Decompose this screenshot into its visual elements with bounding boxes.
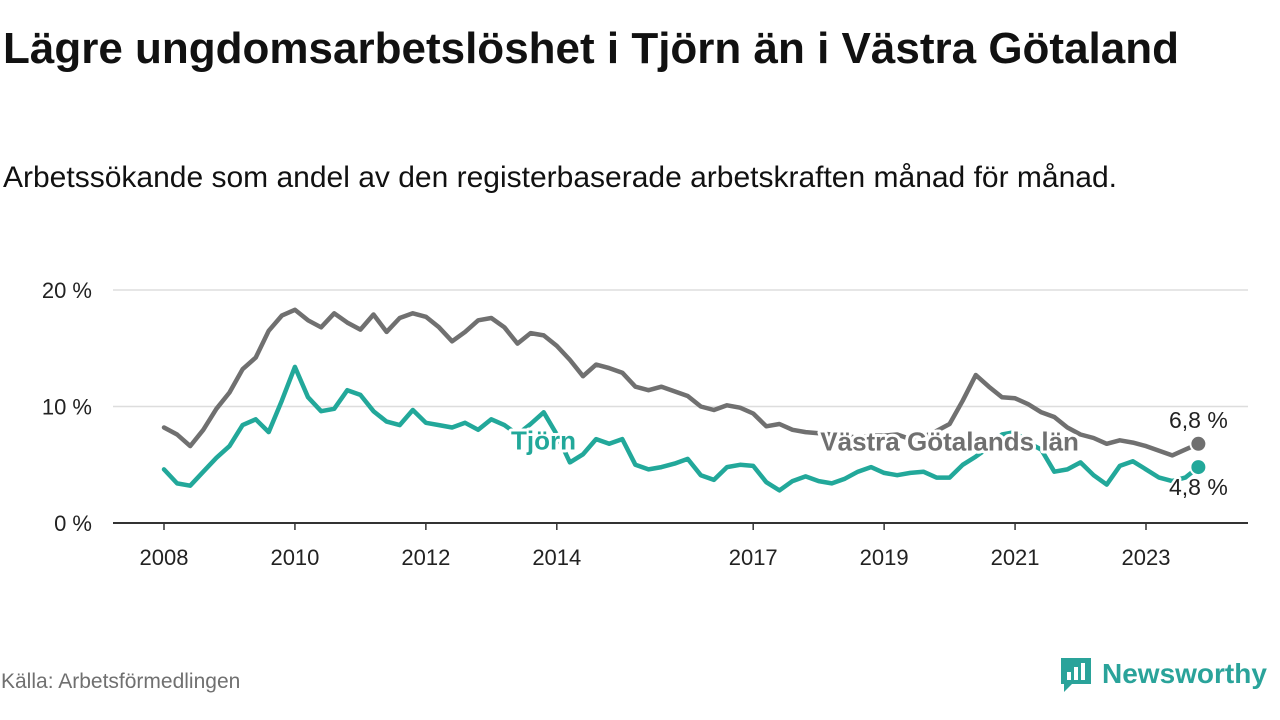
x-tick-label: 2019 <box>860 545 909 570</box>
grid-lines <box>113 289 1248 408</box>
x-tick-label: 2010 <box>270 545 319 570</box>
tjorn-end-value: 4,8 % <box>1169 474 1228 500</box>
vastra-gotaland-end-value: 6,8 % <box>1169 407 1228 433</box>
newsworthy-logo: Newsworthy <box>1058 654 1267 694</box>
x-tick-label: 2017 <box>729 545 778 570</box>
y-tick-label: 10 % <box>42 395 92 420</box>
y-tick-label: 0 % <box>54 511 92 536</box>
tjorn-endpoint <box>1189 458 1208 477</box>
x-tick-label: 2023 <box>1122 545 1171 570</box>
tjorn-line <box>161 364 1201 493</box>
chart-title: Lägre ungdomsarbetslöshet i Tjörn än i V… <box>3 24 1179 73</box>
newsworthy-logo-text: Newsworthy <box>1102 658 1267 689</box>
x-tick-label: 2014 <box>532 545 581 570</box>
vastra-gotaland-series-label: Västra Götalands län <box>820 426 1079 456</box>
series-lines <box>161 307 1201 493</box>
chart-subtitle: Arbetssökande som andel av den registerb… <box>3 161 1117 194</box>
x-tick-label: 2008 <box>140 545 189 570</box>
tjorn-series-label: Tjörn <box>511 425 576 455</box>
x-tick-label: 2021 <box>991 545 1040 570</box>
newsworthy-logo-icon <box>1061 658 1091 692</box>
series-labels: Västra Götalands län Tjörn 6,8 % 4,8 % <box>508 404 1230 502</box>
x-tick-label: 2012 <box>401 545 450 570</box>
vastra-gotaland-endpoint <box>1189 434 1208 453</box>
y-tick-label: 20 % <box>42 278 92 303</box>
vastra-gotaland-line <box>161 307 1201 458</box>
axes: 0 % 10 % 20 % 2008 2010 2012 2014 2017 2019 2021 2… <box>42 278 1248 570</box>
source-note: Källa: Arbetsförmedlingen <box>1 670 241 693</box>
